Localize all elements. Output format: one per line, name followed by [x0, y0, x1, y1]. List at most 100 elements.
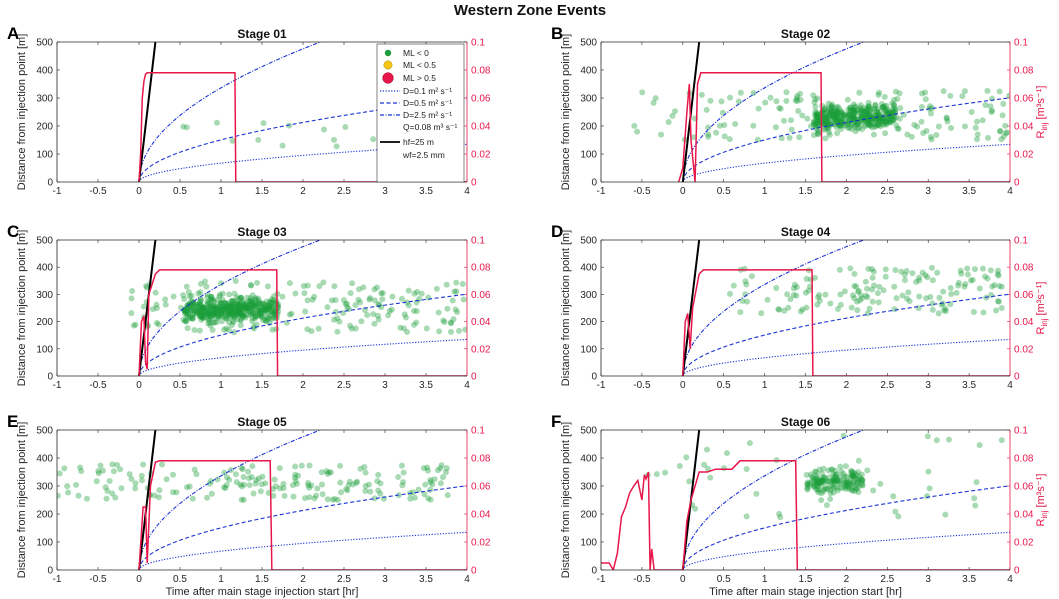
- event-marker: [883, 120, 890, 127]
- event-marker: [235, 308, 242, 315]
- event-marker: [129, 287, 136, 294]
- event-marker: [256, 311, 263, 318]
- event-marker: [323, 468, 330, 475]
- event-marker: [112, 494, 119, 501]
- event-marker: [834, 305, 841, 312]
- event-marker: [215, 313, 222, 320]
- label-r-unit: [m³s⁻¹]: [1035, 86, 1047, 120]
- event-marker: [988, 109, 995, 116]
- event-marker: [845, 112, 852, 119]
- event-marker: [140, 461, 147, 468]
- event-marker: [238, 311, 245, 318]
- event-marker: [837, 479, 844, 486]
- event-marker: [378, 290, 385, 297]
- label-r-sub: inj: [1040, 122, 1049, 130]
- y-tick-label-right: 0.02: [471, 150, 491, 161]
- event-marker: [984, 87, 991, 94]
- event-marker: [814, 112, 821, 119]
- event-marker: [942, 308, 949, 315]
- event-marker: [846, 115, 853, 122]
- event-marker: [874, 115, 881, 122]
- event-marker: [813, 114, 820, 121]
- event-marker: [227, 304, 234, 311]
- event-marker: [252, 313, 259, 320]
- event-marker: [217, 308, 224, 315]
- event-marker: [221, 304, 228, 311]
- event-marker: [650, 99, 657, 106]
- event-marker: [850, 113, 857, 120]
- event-marker: [424, 464, 431, 471]
- event-marker: [852, 122, 859, 129]
- event-marker: [234, 294, 241, 301]
- event-marker: [239, 303, 246, 310]
- event-marker: [815, 483, 822, 490]
- event-marker: [940, 88, 947, 95]
- event-marker: [883, 118, 890, 125]
- event-marker: [846, 478, 853, 485]
- event-marker: [876, 121, 883, 128]
- event-marker: [331, 136, 338, 143]
- event-marker: [796, 134, 803, 141]
- event-marker: [935, 123, 942, 130]
- event-marker: [851, 282, 858, 289]
- event-marker: [234, 305, 241, 312]
- event-marker: [200, 304, 207, 311]
- event-marker: [834, 478, 841, 485]
- event-marker: [236, 310, 243, 317]
- event-marker: [243, 304, 250, 311]
- y-axis-label-right: Rinj[m³s⁻¹]: [1035, 86, 1049, 139]
- event-marker: [816, 297, 823, 304]
- event-marker: [858, 117, 865, 124]
- event-marker: [183, 306, 190, 313]
- event-marker: [444, 492, 451, 499]
- x-tick-label: 3.5: [962, 186, 976, 197]
- event-marker: [810, 119, 817, 126]
- event-marker: [243, 302, 250, 309]
- event-marker: [246, 297, 253, 304]
- event-marker: [814, 130, 821, 137]
- event-marker: [856, 106, 863, 113]
- event-marker: [828, 116, 835, 123]
- event-marker: [810, 483, 817, 490]
- event-marker: [205, 315, 212, 322]
- event-marker: [228, 303, 235, 310]
- event-marker: [218, 309, 225, 316]
- event-marker: [848, 106, 855, 113]
- label-r-sub: inj: [1040, 510, 1049, 518]
- event-marker: [818, 479, 825, 486]
- event-marker: [1006, 92, 1010, 99]
- event-marker: [850, 469, 857, 476]
- event-marker: [231, 309, 238, 316]
- event-marker: [844, 479, 851, 486]
- event-marker: [210, 297, 217, 304]
- event-marker: [235, 310, 242, 317]
- event-marker: [231, 314, 238, 321]
- event-marker: [852, 108, 859, 115]
- event-marker: [864, 118, 871, 125]
- y-tick-label-right: 0.02: [471, 538, 491, 549]
- event-marker: [377, 490, 384, 497]
- y-tick-label-left: 500: [580, 426, 597, 437]
- event-marker: [306, 462, 313, 469]
- event-marker: [851, 488, 858, 495]
- event-marker: [332, 297, 339, 304]
- x-tick-label: 1.5: [799, 186, 813, 197]
- event-marker: [859, 479, 866, 486]
- event-marker: [255, 136, 262, 143]
- event-marker: [207, 313, 214, 320]
- event-marker: [918, 118, 925, 125]
- event-marker: [444, 305, 451, 312]
- event-marker: [238, 310, 245, 317]
- x-tick-label: -1: [597, 380, 606, 391]
- event-marker: [721, 465, 728, 472]
- event-marker: [237, 481, 244, 488]
- event-marker: [264, 302, 271, 309]
- event-marker: [208, 296, 215, 303]
- event-marker: [845, 118, 852, 125]
- event-marker: [870, 105, 877, 112]
- event-marker: [238, 305, 245, 312]
- event-marker: [206, 310, 213, 317]
- event-marker: [268, 303, 275, 310]
- y-tick-label-right: 0.08: [1014, 454, 1034, 465]
- event-marker: [814, 301, 821, 308]
